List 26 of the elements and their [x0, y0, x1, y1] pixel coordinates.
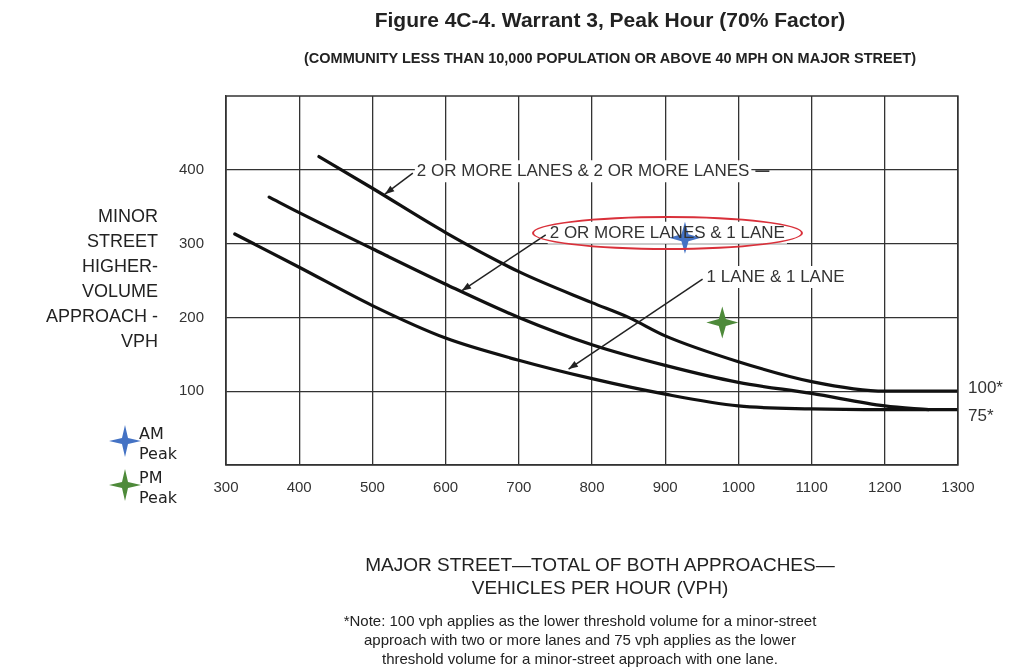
y-tick-label: 100 — [178, 381, 204, 399]
y-tick-label: 300 — [178, 233, 204, 251]
x-tick-label: 1100 — [795, 478, 828, 496]
annotation: 75* — [968, 406, 994, 426]
annotation: 2 OR MORE LANES & 2 OR MORE LANES — [416, 160, 750, 180]
x-tick-label: 400 — [286, 478, 312, 496]
x-tick-label: 900 — [652, 478, 678, 496]
x-tick-label: 1000 — [721, 478, 756, 496]
x-axis-title: MAJOR STREET—TOTAL OF BOTH APPROACHES— VEHICLES PER HOUR (VPH) — [364, 553, 836, 599]
legend-label: AM Peak — [139, 424, 178, 464]
x-tick-label: 600 — [433, 478, 459, 496]
y-tick-label: 200 — [178, 307, 204, 325]
x-tick-label: 500 — [359, 478, 385, 496]
y-axis-title: MINOR STREET HIGHER- VOLUME APPROACH - VPH — [44, 205, 158, 353]
x-tick-label: 1200 — [868, 478, 902, 496]
annotation: 100* — [968, 377, 1004, 397]
chart-title: Figure 4C-4. Warrant 3, Peak Hour (70% Factor) — [373, 8, 847, 32]
annotation: 1 LANE & 1 LANE — [706, 266, 845, 286]
x-tick-label: 700 — [506, 478, 532, 496]
text: *Note: 100 vph applies as the lower threshold volume for a minor-street approach with two or more lanes and 75 vph applies as the lower threshold volume for a minor-street approach with one lane. — [342, 611, 818, 668]
x-tick-label: 300 — [213, 478, 239, 496]
y-tick-label: 400 — [178, 159, 204, 177]
x-tick-label: 800 — [579, 478, 605, 496]
legend-label: PM Peak — [139, 468, 178, 508]
chart-subtitle: (COMMUNITY LESS THAN 10,000 POPULATION OR ABOVE 40 MPH ON MAJOR STREET) — [303, 50, 917, 66]
x-tick-label: 1300 — [941, 478, 975, 496]
